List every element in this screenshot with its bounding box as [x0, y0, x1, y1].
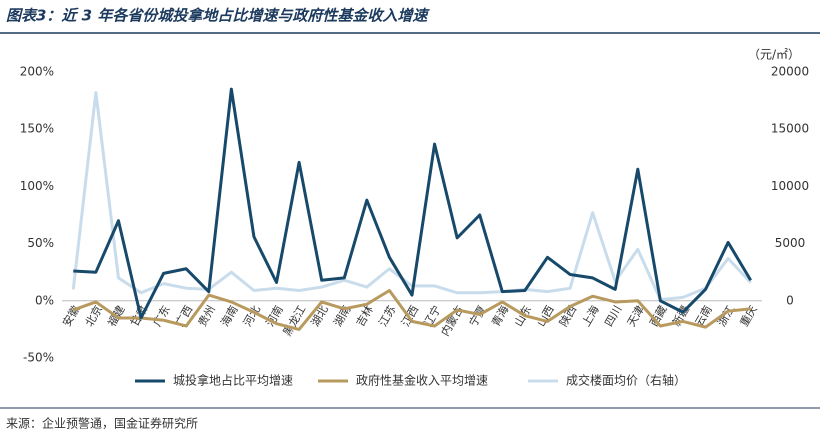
legend-label: 成交楼面均价（右轴） — [566, 373, 686, 388]
legend-label: 城投拿地占比平均增速 — [173, 373, 293, 388]
series-line — [72, 289, 751, 331]
series-line — [73, 87, 752, 320]
x-tick-label: 黑龙江 — [281, 303, 309, 338]
x-tick-label: 广东 — [151, 303, 173, 329]
y-tick-label: 200% — [20, 65, 54, 79]
series-line — [71, 91, 752, 302]
y2-axis-label: （元/㎡） — [748, 48, 800, 62]
x-tick-label: 浙江 — [715, 303, 737, 329]
y2-tick-label: 10000 — [771, 179, 809, 193]
x-tick-label: 重庆 — [737, 303, 760, 329]
x-tick-label: 宁夏 — [466, 303, 489, 329]
legend-label: 政府性基金收入平均增速 — [356, 373, 488, 388]
source-note: 来源：企业预警通，国金证券研究所 — [6, 416, 198, 431]
x-tick-label: 四川 — [602, 303, 624, 329]
y-tick-label: 100% — [20, 179, 54, 193]
x-tick-label: 上海 — [579, 303, 602, 329]
y-tick-label: -50% — [23, 351, 54, 365]
y-tick-label: 50% — [27, 236, 54, 250]
y2-tick-label: 15000 — [771, 122, 809, 136]
x-tick-label: 海南 — [217, 303, 240, 329]
y2-tick-label: 20000 — [771, 65, 809, 79]
chart-title: 图表3：近 3 年各省份城投拿地占比增速与政府性基金收入增速 — [6, 7, 430, 25]
y2-tick-label: 0 — [786, 293, 794, 307]
y-tick-label: 150% — [20, 122, 54, 136]
y-tick-label: 0% — [35, 293, 54, 307]
y2-tick-label: 5000 — [775, 236, 806, 250]
x-tick-label: 江苏 — [376, 303, 398, 329]
